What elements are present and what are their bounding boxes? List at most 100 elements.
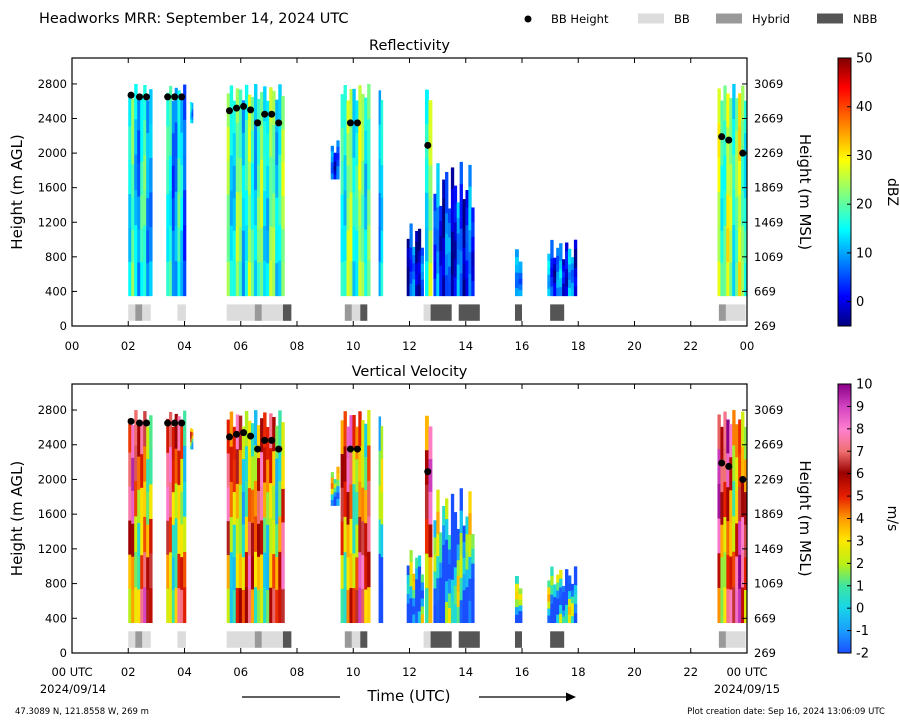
echo-cell [137, 589, 141, 624]
bb-type-segment-bb [142, 304, 151, 321]
bb-height-point [718, 133, 726, 141]
echo-cell [275, 557, 279, 591]
echo-cell [450, 210, 455, 232]
echo-cell [229, 190, 234, 227]
echo-cell [134, 83, 138, 120]
echo-cell [412, 598, 416, 607]
echo-cell [137, 456, 141, 491]
echo-cell [272, 125, 276, 160]
echo-cell [149, 158, 153, 193]
echo-cell [253, 119, 258, 156]
echo-cell [358, 516, 362, 553]
echo-cell [191, 435, 194, 440]
y-tick-label: 1200 [38, 215, 67, 229]
echo-cell [720, 557, 724, 591]
echo-cell [235, 449, 240, 485]
echo-cell [128, 452, 132, 487]
echo-cell [450, 601, 455, 624]
echo-cell [241, 100, 246, 134]
echo-cell [412, 581, 416, 591]
y-tick-label: 2400 [38, 438, 67, 452]
echo-cell [244, 119, 249, 156]
echo-cell [235, 157, 240, 193]
echo-cell [417, 262, 422, 274]
echo-cell [378, 158, 382, 194]
echo-cell [741, 85, 745, 121]
echo-cell [140, 195, 144, 229]
echo-cell [565, 613, 569, 624]
echo-cell [556, 263, 560, 273]
echo-cell [238, 484, 243, 520]
echo-cell [137, 489, 141, 524]
echo-cell [415, 284, 419, 297]
echo-cell [378, 519, 382, 555]
echo-cell [723, 587, 727, 624]
x-tick-label: 14 [458, 665, 473, 679]
echo-cell [343, 587, 347, 624]
bb-type-segment-nbb [514, 304, 522, 321]
echo-cell [330, 167, 334, 174]
echo-cell [241, 589, 246, 624]
echo-cell [573, 249, 578, 259]
echo-cell [183, 516, 187, 553]
echo-cell [465, 278, 469, 297]
echo-cell [349, 192, 353, 228]
bb-type-segment-bb [128, 304, 136, 321]
echo-cell [553, 289, 557, 297]
echo-cell [281, 422, 285, 456]
echo-cell [453, 277, 458, 297]
echo-cell [726, 588, 730, 624]
echo-cell [174, 261, 178, 297]
echo-cell [720, 492, 724, 526]
echo-cell [732, 154, 736, 191]
echo-cell [744, 459, 747, 493]
echo-cell [439, 265, 443, 282]
echo-cell [562, 259, 566, 266]
echo-cell [269, 260, 273, 297]
echo-cell [567, 272, 572, 281]
echo-cell [450, 579, 455, 602]
echo-cell [729, 424, 733, 458]
echo-cell [169, 517, 173, 553]
echo-cell [131, 197, 135, 231]
colorbar-tick-label: 10 [856, 246, 873, 261]
echo-cell [250, 196, 255, 230]
echo-cell [726, 93, 730, 128]
colorbar-tick-label: 3 [856, 534, 864, 549]
echo-cell [732, 551, 736, 588]
echo-cell [547, 587, 551, 595]
echo-cell [128, 227, 132, 263]
x-tick-label: 22 [683, 665, 698, 679]
echo-cell [409, 259, 413, 273]
echo-cell [263, 447, 267, 483]
echo-cell [358, 411, 362, 447]
echo-cell [183, 84, 187, 121]
echo-cell [562, 610, 566, 617]
echo-cell [191, 442, 194, 447]
echo-cell [333, 174, 337, 180]
echo-cell [556, 598, 560, 607]
echo-cell [340, 555, 344, 590]
y-tick-label: 1200 [38, 542, 67, 556]
echo-cell [128, 160, 132, 195]
echo-cell [465, 534, 469, 553]
echo-cell [169, 155, 173, 192]
y-tick-label-right: 1469 [754, 542, 783, 556]
echo-cell [380, 263, 384, 297]
echo-cell [229, 155, 234, 191]
echo-cell [436, 578, 440, 601]
echo-cell [567, 614, 572, 624]
echo-cell [380, 426, 384, 460]
echo-cell [406, 613, 410, 624]
echo-cell [232, 459, 237, 493]
echo-cell [229, 260, 234, 297]
location-text: 47.3089 N, 121.8558 W, 269 m [15, 707, 149, 717]
echo-cell [436, 489, 440, 513]
echo-cell [244, 84, 249, 121]
echo-cell [143, 84, 147, 121]
echo-cell [424, 261, 429, 297]
echo-cell [556, 287, 560, 297]
echo-cell [738, 453, 742, 488]
echo-cell [253, 410, 258, 446]
echo-cell [174, 87, 178, 123]
